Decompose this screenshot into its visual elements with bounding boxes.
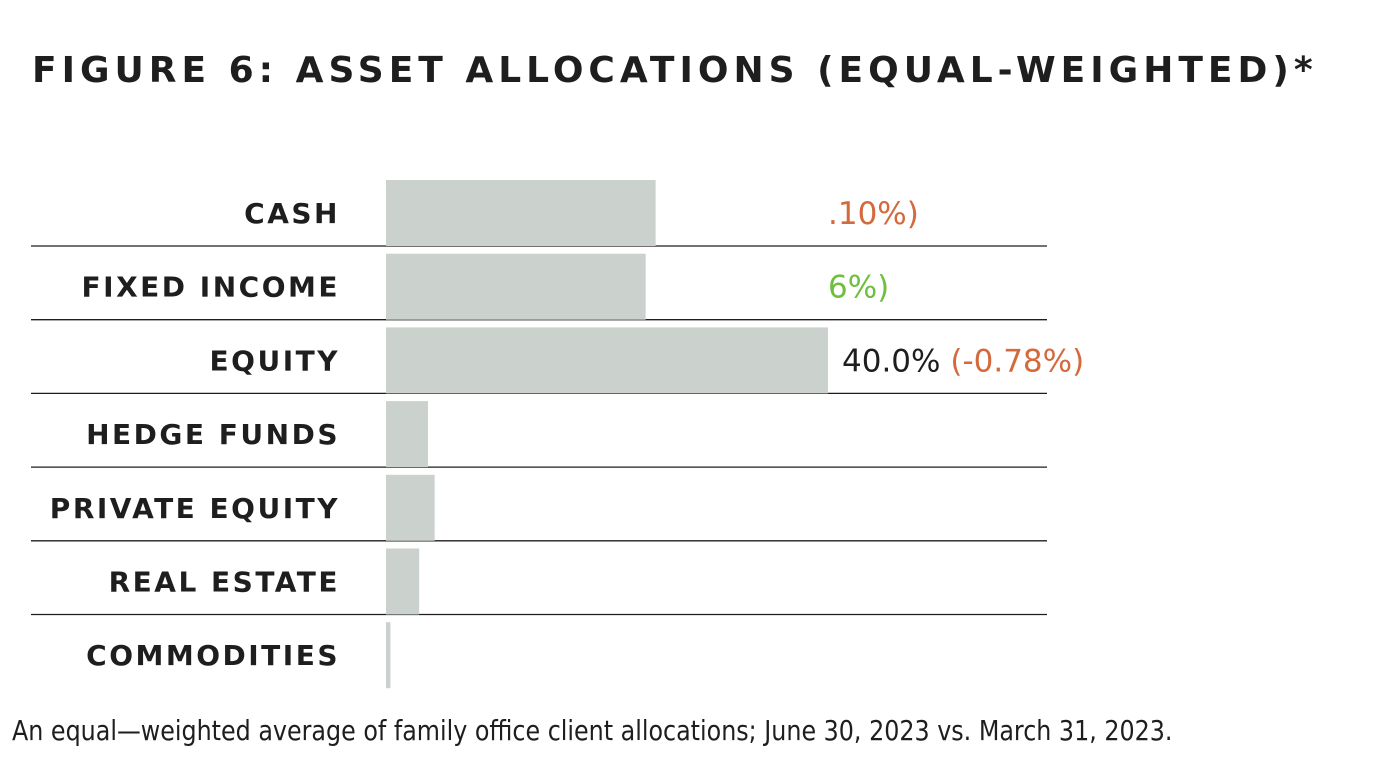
data-label-fixed-income: 6%) (828, 270, 889, 306)
bar-real-estate (386, 548, 420, 615)
category-label-real-estate: REAL ESTATE (109, 566, 340, 599)
bar-private-equity (386, 474, 435, 541)
bar-cash (386, 180, 656, 246)
category-labels: CASH FIXED INCOME EQUITY HEDGE FUNDS PRIVATE… (50, 197, 340, 672)
bar-commodities (386, 622, 391, 689)
change-text: .10%) (828, 196, 919, 232)
category-label-commodities: COMMODITIES (86, 639, 340, 672)
category-label-hedge-funds: HEDGE FUNDS (86, 418, 340, 451)
category-label-equity: EQUITY (210, 344, 340, 377)
category-label-private-equity: PRIVATE EQUITY (50, 492, 340, 525)
change-text: (-0.78%) (950, 343, 1084, 379)
bar-fixed-income (386, 253, 646, 320)
chart-caption: An equal—weighted average of family offi… (12, 714, 1173, 747)
bars (386, 180, 828, 689)
chart-title: FIGURE 6: ASSET ALLOCATIONS (EQUAL-WEIGH… (32, 50, 1318, 91)
value-text: 40.0% (842, 343, 950, 379)
data-label-equity: 40.0% (-0.78%) (842, 343, 1084, 379)
data-label-cash: .10%) (828, 196, 919, 232)
category-label-fixed-income: FIXED INCOME (82, 271, 340, 304)
data-labels: .10%) 6%) 40.0% (-0.78%) (828, 196, 1084, 379)
change-text: 6%) (828, 270, 889, 306)
bar-hedge-funds (386, 401, 428, 468)
category-label-cash: CASH (244, 197, 340, 230)
bar-equity (386, 327, 828, 394)
